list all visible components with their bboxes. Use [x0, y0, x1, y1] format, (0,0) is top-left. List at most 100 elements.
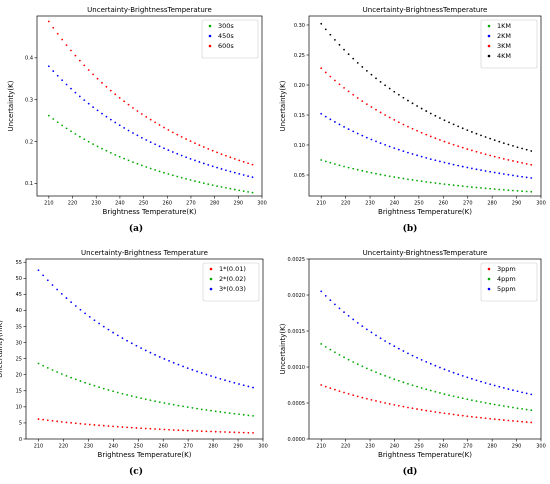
data-point	[407, 178, 409, 181]
data-point	[98, 322, 101, 325]
x-axis-label: Brightness Temperature(K)	[378, 208, 472, 216]
data-point	[439, 392, 441, 394]
data-point	[338, 43, 341, 46]
data-point	[228, 412, 231, 415]
data-point	[365, 170, 368, 173]
data-point	[356, 395, 359, 398]
data-point	[198, 144, 201, 147]
data-point	[379, 373, 382, 375]
data-point	[384, 114, 387, 116]
data-point	[352, 394, 355, 397]
chart-panel-4: Uncertainty-BrightnessTemperature 210 220 2…	[279, 249, 546, 477]
data-point	[525, 148, 528, 151]
data-point	[116, 425, 119, 428]
data-point	[78, 135, 81, 138]
y-axis-label: Uncertainty(K)	[279, 80, 287, 131]
data-point	[347, 314, 350, 317]
data-point	[461, 127, 464, 130]
y-tick-label: 0.0005	[288, 401, 306, 407]
data-point	[247, 431, 250, 434]
data-point	[507, 173, 510, 176]
series-3km	[320, 67, 533, 166]
data-point	[163, 428, 166, 431]
data-point	[416, 408, 418, 410]
data-point	[56, 32, 59, 35]
data-point	[525, 421, 528, 423]
data-point	[512, 189, 514, 192]
data-point	[470, 149, 473, 152]
y-tick-label: 55	[16, 260, 22, 266]
chart-title: Uncertainty-BrightnessTemperature	[363, 249, 488, 257]
data-point	[443, 140, 446, 143]
x-tick-label: 300	[536, 201, 546, 207]
data-point	[158, 401, 161, 404]
data-point	[177, 404, 180, 407]
data-point	[158, 428, 161, 431]
data-point	[343, 356, 345, 359]
data-point	[493, 384, 496, 387]
data-point	[329, 348, 332, 351]
data-point	[407, 151, 409, 154]
y-tick-label: 0.0015	[288, 329, 306, 335]
data-point	[452, 163, 455, 166]
data-point	[334, 163, 336, 165]
data-point	[83, 138, 86, 141]
data-point	[127, 129, 130, 132]
data-point	[229, 187, 232, 190]
data-point	[507, 405, 510, 408]
legend-label: 2*(0.02)	[219, 275, 246, 283]
data-point	[352, 361, 355, 363]
data-point	[205, 373, 208, 376]
data-point	[388, 175, 391, 178]
x-tick-label: 250	[414, 444, 424, 450]
data-point	[388, 376, 391, 379]
legend-label: 3KM	[497, 42, 511, 50]
data-point	[200, 430, 203, 433]
plot-frame	[308, 258, 542, 440]
data-point	[347, 53, 350, 56]
data-point	[489, 187, 492, 190]
data-point	[443, 393, 446, 395]
data-point	[429, 410, 432, 413]
data-point	[320, 22, 323, 25]
data-point	[320, 159, 323, 161]
data-point	[172, 403, 175, 406]
data-point	[242, 431, 245, 434]
data-point	[521, 420, 524, 423]
data-point	[51, 369, 54, 371]
data-point	[443, 119, 446, 122]
data-point	[168, 403, 170, 405]
data-point	[194, 142, 196, 145]
data-point	[154, 169, 157, 171]
data-point	[238, 413, 240, 416]
data-point	[109, 89, 112, 92]
data-point	[452, 143, 455, 146]
data-point	[167, 129, 170, 131]
legend-label: 2KM	[497, 32, 511, 40]
data-point	[507, 388, 510, 390]
data-point	[96, 145, 99, 148]
data-point	[74, 378, 77, 381]
data-point	[207, 163, 210, 166]
data-point	[365, 397, 368, 400]
legend: 1KM 2KM 3KM 4KM	[480, 19, 538, 69]
data-point	[365, 103, 368, 105]
data-point	[329, 33, 332, 36]
data-point	[79, 422, 82, 425]
data-point	[126, 394, 128, 396]
data-point	[320, 67, 323, 70]
legend-label: 1KM	[497, 22, 511, 30]
data-point	[343, 125, 345, 128]
data-point	[87, 69, 90, 71]
data-point	[407, 125, 409, 128]
data-point	[475, 150, 478, 153]
data-point	[402, 381, 405, 384]
data-point	[145, 166, 148, 168]
data-point	[93, 384, 96, 387]
data-point	[370, 331, 373, 334]
data-point	[200, 372, 203, 374]
x-tick-label: 260	[439, 201, 449, 207]
data-point	[393, 147, 396, 150]
data-point	[466, 166, 469, 169]
data-point	[407, 406, 409, 409]
